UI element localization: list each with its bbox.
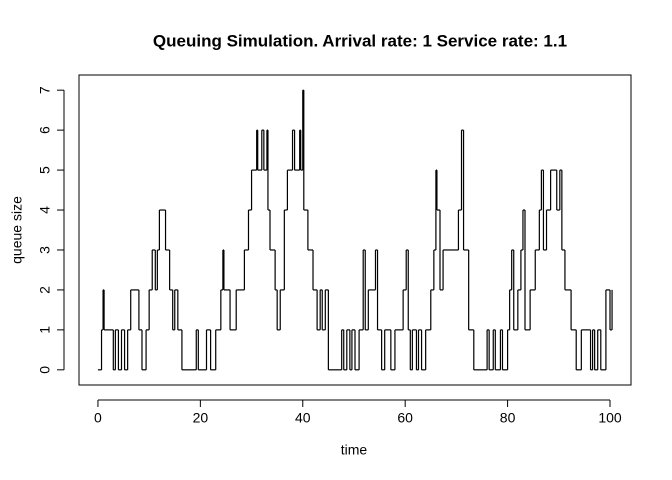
y-tick-label: 2 <box>37 286 53 294</box>
y-tick-label: 4 <box>37 206 53 214</box>
y-tick-label: 0 <box>37 366 53 374</box>
plot-frame <box>78 74 632 386</box>
y-tick-label: 1 <box>37 326 53 334</box>
x-tick-label: 40 <box>295 410 311 426</box>
y-tick-label: 7 <box>37 86 53 94</box>
step-risers <box>100 90 613 370</box>
x-tick-label: 100 <box>598 410 622 426</box>
x-axis-label: time <box>341 442 368 458</box>
x-tick-label: 20 <box>193 410 209 426</box>
y-tick-label: 3 <box>37 246 53 254</box>
y-tick-label: 6 <box>37 126 53 134</box>
x-tick-label: 0 <box>94 410 102 426</box>
x-tick-label: 60 <box>397 410 413 426</box>
y-tick-label: 5 <box>37 166 53 174</box>
y-axis-label: queue size <box>9 196 25 264</box>
chart-title: Queuing Simulation. Arrival rate: 1 Serv… <box>153 31 567 50</box>
x-tick-label: 80 <box>500 410 516 426</box>
